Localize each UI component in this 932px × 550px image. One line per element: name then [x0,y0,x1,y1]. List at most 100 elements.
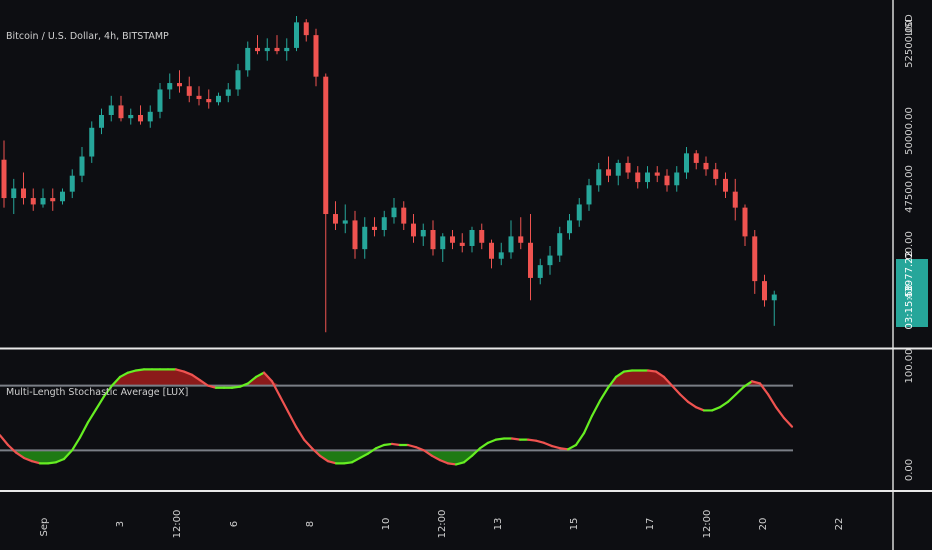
oscillator-segment [182,370,194,376]
indicator-pane[interactable] [0,368,794,466]
indicator-title[interactable]: Multi-Length Stochastic Average [LUX] [6,387,188,398]
oscillator-segment [446,462,458,466]
oscillator-segment [230,385,242,389]
last-price-badge [896,259,928,327]
oscillator-segment [278,395,290,413]
overbought-fill [648,370,656,386]
candle-body [196,95,202,100]
oscillator-segment [342,461,354,465]
candle [498,242,504,266]
candle [440,233,446,262]
candle [450,230,455,250]
candle-body [313,35,319,77]
candle-body [440,236,446,250]
candle-body [235,70,241,90]
candle [713,162,719,186]
oscillator-segment [654,370,666,379]
candle-body [401,207,407,224]
oversold-fill [352,450,360,463]
price-label-47500: 47500.00 [904,165,915,213]
candle-body [723,178,728,192]
oscillator-segment [0,434,10,447]
time-label-8: 8 [305,521,316,527]
indicator-label-0: 0.00 [904,459,915,481]
candle-body [108,105,114,115]
candle [362,217,368,259]
candle [294,15,299,52]
candle-body [547,255,553,266]
candle [674,166,680,192]
oversold-fill [48,450,56,464]
indicator-axis[interactable]: 100.00 0.00 [904,349,915,482]
time-label-3: 3 [115,521,126,527]
oscillator-segment [430,454,442,462]
candle [264,38,270,61]
candle-body [664,175,670,186]
candle [342,204,348,234]
oscillator-segment [414,446,426,452]
candle [557,226,563,262]
oscillator-segment [598,386,610,402]
candle-body [274,47,280,52]
oscillator-segment [782,416,794,428]
overbought-fill [640,370,648,386]
oscillator-segment [662,375,674,387]
candle-body [576,204,582,221]
time-axis[interactable]: Sep 3 12:00 6 8 10 12:00 13 15 17 12:00 … [39,510,845,539]
oscillator-segment [686,400,698,409]
oscillator-segment [294,425,306,441]
candle-body [303,22,309,36]
oversold-fill [344,450,352,464]
oscillator-segment [646,369,658,373]
candle-body [323,76,329,215]
oversold-fill [336,450,344,464]
candle-body [167,83,173,90]
candle [596,162,602,192]
oscillator-segment [422,449,434,457]
candle [752,230,758,294]
oscillator-segment [206,384,218,389]
candle [99,108,104,135]
overbought-fill [624,370,632,386]
candle-body [50,198,56,202]
overbought-fill [136,369,144,386]
oscillator-segment [678,393,690,403]
oscillator-fills [8,369,768,465]
candle [528,214,533,301]
candle [138,105,143,125]
candle-body [40,198,46,205]
candle [615,159,621,186]
candle [625,156,631,179]
candle [284,38,290,61]
candle-body [225,89,231,96]
candle-body [89,127,95,157]
price-axis[interactable]: USD 52500.00 50000.00 47500.00 45000.00 [904,14,915,279]
candle [635,166,641,189]
oversold-fill [456,450,464,465]
candle [128,108,134,125]
candle [381,210,387,237]
candle-body [567,220,572,234]
candle [664,169,670,192]
candle-body [518,236,524,243]
candle-body [713,169,719,179]
candle [430,220,436,256]
time-label-15: 15 [569,518,580,531]
oscillator-segment [726,393,738,403]
oscillator-segment [742,380,754,388]
candle [742,204,748,246]
symbol-title[interactable]: Bitcoin / U.S. Dollar, 4h, BITSTAMP [6,31,169,42]
candle-body [128,115,134,119]
oscillator-segment [590,399,602,417]
last-price-tag: 43977.22 03:15:58 [896,251,928,329]
price-pane[interactable] [1,15,777,333]
candle-body [498,252,504,259]
oscillator-segment [54,457,66,464]
oscillator-segment [486,438,498,444]
candle [586,178,592,211]
oscillator-segment [614,370,626,379]
candle-body [528,242,533,278]
candle-body [489,242,494,259]
candle [313,28,319,87]
